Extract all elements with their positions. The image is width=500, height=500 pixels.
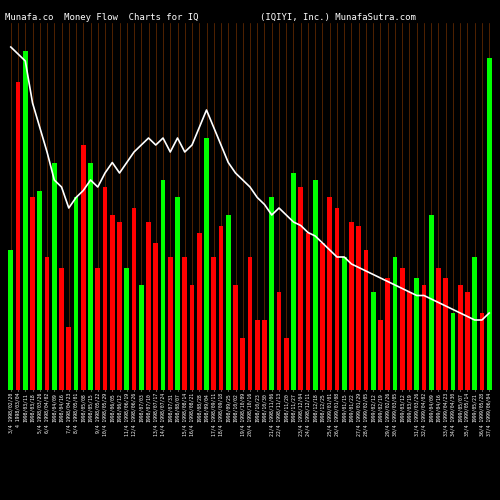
Bar — [8, 250, 13, 390]
Bar — [124, 268, 129, 390]
Bar — [400, 268, 404, 390]
Bar — [175, 198, 180, 390]
Bar — [146, 222, 151, 390]
Bar — [291, 173, 296, 390]
Bar — [349, 222, 354, 390]
Bar — [81, 145, 86, 390]
Bar — [66, 327, 71, 390]
Bar — [386, 278, 390, 390]
Bar — [226, 215, 230, 390]
Bar — [96, 268, 100, 390]
Bar — [407, 292, 412, 390]
Bar — [110, 215, 114, 390]
Bar — [212, 257, 216, 390]
Bar — [328, 198, 332, 390]
Bar — [190, 285, 194, 390]
Bar — [298, 187, 303, 390]
Text: (IQIYI, Inc.) MunafaSutra.com: (IQIYI, Inc.) MunafaSutra.com — [260, 12, 416, 22]
Bar — [16, 82, 20, 390]
Bar — [262, 320, 267, 390]
Bar — [371, 292, 376, 390]
Bar — [248, 257, 252, 390]
Bar — [154, 243, 158, 390]
Bar — [429, 215, 434, 390]
Bar — [450, 313, 456, 390]
Bar — [444, 278, 448, 390]
Bar — [117, 222, 122, 390]
Bar — [378, 320, 383, 390]
Bar — [306, 232, 310, 390]
Bar — [218, 226, 224, 390]
Bar — [132, 208, 136, 390]
Bar — [44, 257, 50, 390]
Bar — [276, 292, 281, 390]
Bar — [139, 285, 143, 390]
Bar — [356, 226, 361, 390]
Bar — [255, 320, 260, 390]
Bar — [364, 250, 368, 390]
Bar — [240, 338, 245, 390]
Bar — [160, 180, 166, 390]
Bar — [88, 162, 93, 390]
Bar — [30, 198, 35, 390]
Bar — [465, 292, 470, 390]
Bar — [204, 138, 209, 390]
Bar — [334, 208, 340, 390]
Bar — [342, 257, 346, 390]
Bar — [59, 268, 64, 390]
Bar — [487, 58, 492, 390]
Text: Munafa.co  Money Flow  Charts for IQ: Munafa.co Money Flow Charts for IQ — [5, 12, 198, 22]
Bar — [182, 257, 187, 390]
Bar — [38, 190, 42, 390]
Bar — [270, 198, 274, 390]
Bar — [458, 285, 462, 390]
Bar — [284, 338, 288, 390]
Bar — [52, 162, 56, 390]
Bar — [472, 257, 477, 390]
Bar — [392, 257, 398, 390]
Bar — [168, 257, 172, 390]
Bar — [74, 198, 78, 390]
Bar — [102, 187, 108, 390]
Bar — [197, 232, 202, 390]
Bar — [422, 285, 426, 390]
Bar — [313, 180, 318, 390]
Bar — [233, 285, 238, 390]
Bar — [320, 243, 325, 390]
Bar — [480, 313, 484, 390]
Bar — [436, 268, 441, 390]
Bar — [414, 278, 419, 390]
Bar — [23, 50, 28, 390]
